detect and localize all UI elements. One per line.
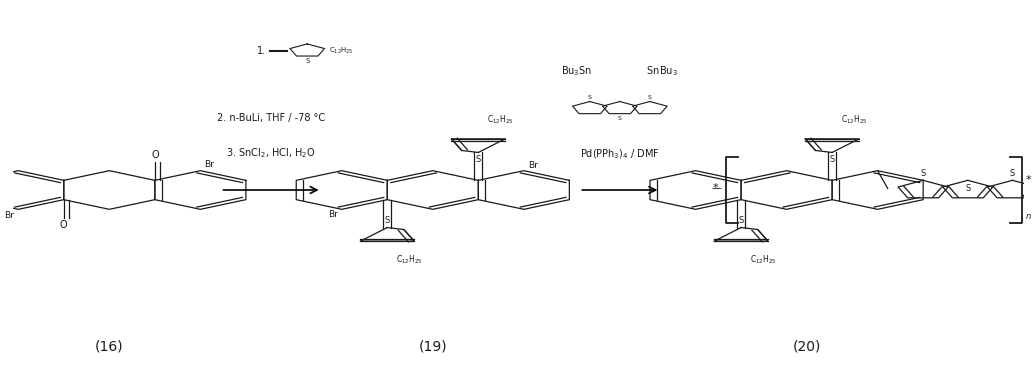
Text: S: S (830, 155, 835, 165)
Text: 3. SnCl$_{2}$, HCl, H$_{2}$O: 3. SnCl$_{2}$, HCl, H$_{2}$O (226, 146, 316, 160)
Text: Pd(PPh$_{3}$)$_{4}$ / DMF: Pd(PPh$_{3}$)$_{4}$ / DMF (580, 148, 660, 161)
Text: Br: Br (4, 211, 15, 220)
Text: 2. n-BuLi, THF / -78 °C: 2. n-BuLi, THF / -78 °C (217, 112, 325, 122)
Text: C$_{12}$H$_{25}$: C$_{12}$H$_{25}$ (329, 46, 353, 56)
Text: 1.: 1. (257, 46, 266, 55)
Text: —: — (711, 183, 721, 193)
Text: S: S (921, 169, 926, 178)
Text: Br: Br (528, 161, 538, 169)
Text: S: S (305, 58, 310, 64)
Text: C$_{12}$H$_{25}$: C$_{12}$H$_{25}$ (396, 253, 423, 266)
Text: Br: Br (327, 211, 338, 219)
Text: S: S (1010, 169, 1015, 178)
Text: *: * (1026, 175, 1031, 185)
Text: C$_{12}$H$_{25}$: C$_{12}$H$_{25}$ (487, 114, 514, 127)
Text: (20): (20) (793, 340, 821, 353)
Text: S: S (648, 95, 652, 100)
Text: $n$: $n$ (1026, 212, 1032, 221)
Text: S: S (476, 155, 481, 165)
Text: S: S (966, 184, 971, 193)
Text: (19): (19) (419, 340, 448, 353)
Text: S: S (739, 215, 744, 225)
Text: C$_{12}$H$_{25}$: C$_{12}$H$_{25}$ (750, 253, 776, 266)
Text: C$_{12}$H$_{25}$: C$_{12}$H$_{25}$ (840, 114, 867, 127)
Text: S: S (587, 95, 592, 100)
Text: S: S (384, 215, 390, 225)
Text: O: O (151, 150, 159, 160)
Text: Br: Br (204, 160, 214, 169)
Text: (16): (16) (95, 340, 123, 353)
Text: Bu$_{3}$Sn                  SnBu$_{3}$: Bu$_{3}$Sn SnBu$_{3}$ (562, 64, 679, 78)
Text: S: S (617, 116, 622, 121)
Text: O: O (60, 220, 67, 230)
Text: *: * (712, 183, 718, 193)
